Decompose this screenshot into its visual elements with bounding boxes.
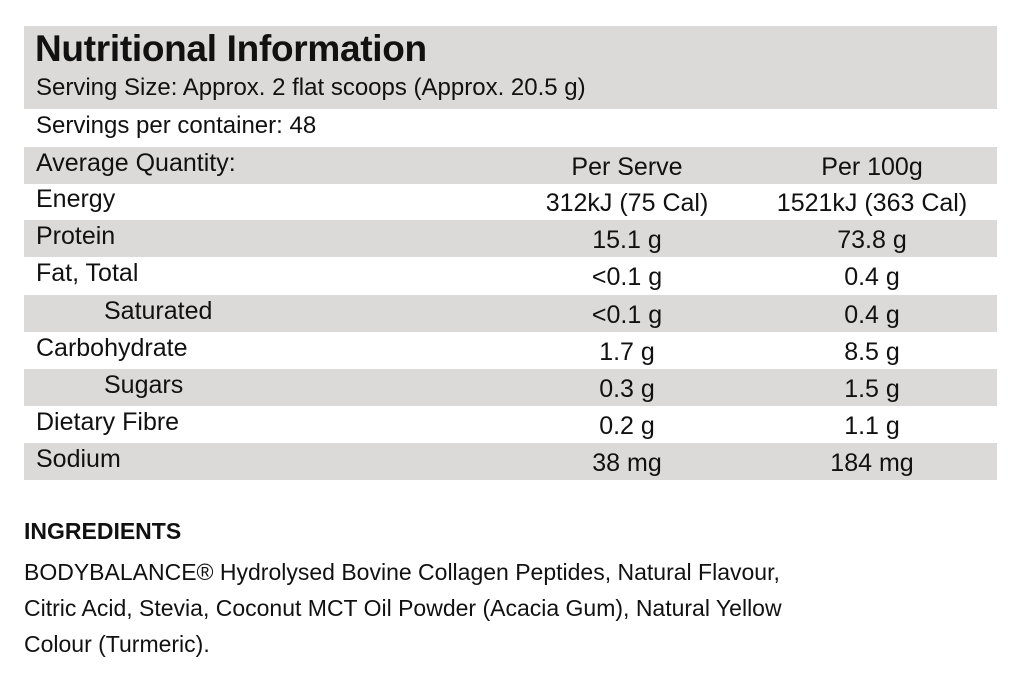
per-100g-value: 184 mg bbox=[830, 449, 914, 478]
per-serve-value: 0.2 g bbox=[599, 412, 655, 441]
table-row: Sodium 38 mg 184 mg bbox=[24, 443, 997, 481]
ingredients-line: Colour (Turmeric). bbox=[24, 631, 210, 657]
per-100g-value: 1.1 g bbox=[844, 412, 900, 441]
nutrient-label: Carbohydrate bbox=[36, 333, 188, 362]
header-label: Average Quantity: bbox=[36, 149, 236, 177]
nutrient-label: Sugars bbox=[104, 371, 184, 399]
nutrient-label: Sodium bbox=[36, 445, 121, 474]
table-row: Dietary Fibre 0.2 g 1.1 g bbox=[24, 406, 997, 443]
per-serve-value: <0.1 g bbox=[591, 263, 663, 292]
per-serve-value: 312kJ (75 Cal) bbox=[545, 189, 709, 217]
per-serve-value: 38 mg bbox=[592, 449, 662, 478]
header-per-100g: Per 100g bbox=[821, 153, 923, 181]
per-serve-value: 1.7 g bbox=[599, 337, 655, 366]
ingredients-line: Citric Acid, Stevia, Coconut MCT Oil Pow… bbox=[24, 595, 782, 621]
ingredients-line: BODYBALANCE® Hydrolysed Bovine Collagen … bbox=[24, 559, 780, 585]
servings-per-container: Servings per container: 48 bbox=[36, 112, 317, 139]
table-row: Sugars 0.3 g 1.5 g bbox=[24, 369, 997, 406]
ingredients-heading: INGREDIENTS bbox=[24, 518, 182, 544]
per-100g-value: 1.5 g bbox=[844, 375, 900, 403]
serving-size: Serving Size: Approx. 2 flat scoops (App… bbox=[36, 74, 586, 101]
title-band bbox=[24, 26, 997, 109]
panel-title: Nutritional Information bbox=[35, 28, 427, 69]
per-serve-value: 0.3 g bbox=[599, 375, 655, 403]
nutrient-label: Protein bbox=[36, 222, 116, 251]
nutrient-label: Dietary Fibre bbox=[36, 408, 180, 437]
nutrient-label: Saturated bbox=[104, 296, 213, 325]
per-100g-value: 0.4 g bbox=[844, 263, 900, 292]
nutrient-label: Fat, Total bbox=[36, 259, 139, 288]
nutrient-label: Energy bbox=[36, 185, 116, 213]
table-row: Fat, Total <0.1 g 0.4 g bbox=[24, 257, 997, 294]
per-100g-value: 8.5 g bbox=[844, 337, 900, 366]
table-row: Saturated <0.1 g 0.4 g bbox=[24, 294, 997, 332]
per-100g-value: 0.4 g bbox=[844, 300, 900, 329]
per-100g-value: 1521kJ (363 Cal) bbox=[776, 189, 968, 217]
header-per-serve: Per Serve bbox=[571, 153, 683, 181]
table-row: Energy 312kJ (75 Cal) 1521kJ (363 Cal) bbox=[24, 183, 997, 220]
ingredients-text: BODYBALANCE® Hydrolysed Bovine Collagen … bbox=[24, 554, 984, 662]
per-serve-value: <0.1 g bbox=[591, 300, 663, 329]
table-row: Protein 15.1 g 73.8 g bbox=[24, 220, 997, 258]
table-row: Carbohydrate 1.7 g 8.5 g bbox=[24, 332, 997, 369]
per-serve-value: 15.1 g bbox=[592, 226, 662, 255]
per-100g-value: 73.8 g bbox=[837, 226, 907, 255]
table-header: Average Quantity: Per Serve Per 100g bbox=[24, 147, 997, 184]
